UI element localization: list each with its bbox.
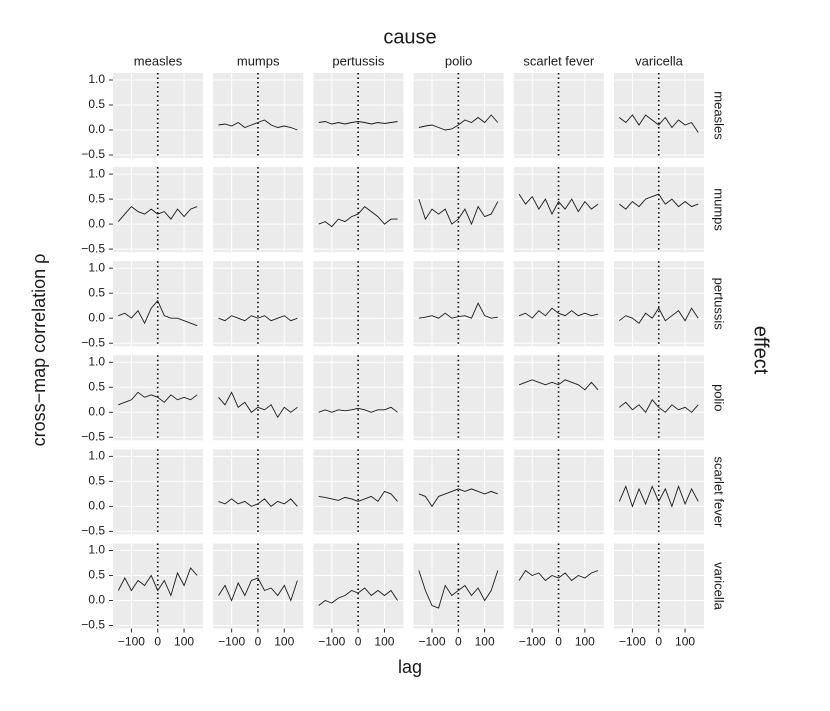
series-line: [618, 485, 699, 508]
y-tick-label: 0.0: [88, 310, 105, 324]
row-strip-label: varicella: [712, 562, 727, 610]
x-tick-label: 100: [174, 635, 194, 649]
y-tick-label: 0.5: [88, 97, 105, 111]
x-tick-label: 0: [154, 635, 161, 649]
x-tick-label: −100: [218, 635, 245, 649]
series-line: [619, 114, 699, 133]
y-tick-label: 0.0: [88, 593, 105, 607]
y-tick-label: −0.5: [81, 429, 105, 443]
y-axis-label: cross−map correlation ρ: [29, 254, 49, 447]
x-tick-label: 100: [575, 635, 595, 649]
column-strip-label: measles: [134, 53, 183, 68]
series-line: [318, 587, 398, 606]
series-line: [318, 205, 398, 228]
series-line: [318, 490, 398, 503]
series-line: [418, 570, 499, 609]
y-tick-label: 1.0: [88, 449, 105, 463]
series-line: [218, 391, 298, 419]
series-line: [418, 114, 499, 131]
y-tick-label: 1.0: [88, 166, 105, 180]
series-line: [117, 567, 198, 597]
series-line: [518, 379, 599, 391]
series-line: [418, 488, 498, 508]
y-tick-label: 0.5: [88, 191, 105, 205]
series-line: [118, 391, 198, 406]
column-strip-label: pertussis: [332, 53, 385, 68]
column-strip-label: varicella: [635, 53, 683, 68]
y-tick-label: 0.0: [88, 122, 105, 136]
x-tick-label: 0: [355, 635, 362, 649]
y-tick-label: −0.5: [81, 618, 105, 632]
column-strip-label: polio: [445, 53, 472, 68]
x-tick-label: −100: [118, 635, 145, 649]
series-line: [318, 121, 398, 125]
y-tick-label: 0.5: [88, 568, 105, 582]
series-line: [218, 119, 298, 131]
y-tick-label: 0.0: [88, 499, 105, 513]
series-line: [218, 498, 298, 508]
y-tick-label: 1.0: [88, 543, 105, 557]
series-line: [318, 406, 398, 413]
x-tick-label: 0: [555, 635, 562, 649]
column-strip-label: mumps: [237, 53, 280, 68]
series-line: [518, 569, 599, 582]
series-line: [218, 577, 298, 602]
col-title: cause: [383, 26, 436, 48]
x-tick-label: 100: [274, 635, 294, 649]
series-line: [118, 299, 198, 327]
row-title: effect: [750, 326, 772, 375]
x-tick-label: 100: [374, 635, 394, 649]
y-tick-label: 0.5: [88, 285, 105, 299]
y-tick-label: 0.5: [88, 474, 105, 488]
y-tick-label: 1.0: [88, 354, 105, 368]
y-tick-label: 0.0: [88, 404, 105, 418]
series-line: [619, 307, 699, 324]
x-tick-label: 0: [455, 635, 462, 649]
x-tick-label: −100: [419, 635, 446, 649]
y-tick-label: −0.5: [81, 335, 105, 349]
x-tick-label: 100: [675, 635, 695, 649]
x-tick-label: 100: [475, 635, 495, 649]
x-tick-label: 0: [655, 635, 662, 649]
series-line: [218, 315, 298, 322]
y-tick-label: 0.5: [88, 379, 105, 393]
series-line: [619, 399, 699, 414]
column-strip-label: scarlet fever: [523, 53, 594, 68]
x-tick-label: −100: [318, 635, 345, 649]
row-strip-label: polio: [712, 384, 727, 411]
row-strip-label: scarlet fever: [712, 456, 727, 527]
series-line: [117, 205, 198, 222]
x-axis-label: lag: [398, 657, 422, 677]
y-tick-label: −0.5: [81, 524, 105, 538]
x-tick-label: 0: [255, 635, 262, 649]
y-tick-label: −0.5: [81, 147, 105, 161]
x-tick-label: −100: [519, 635, 546, 649]
series-line: [518, 307, 599, 319]
series-line: [418, 302, 498, 319]
y-tick-label: 0.0: [88, 216, 105, 230]
y-tick-label: 1.0: [88, 72, 105, 86]
y-tick-label: −0.5: [81, 241, 105, 255]
series-line: [518, 193, 599, 216]
x-tick-label: −100: [619, 635, 646, 649]
series-line: [619, 193, 699, 210]
y-tick-label: 1.0: [88, 260, 105, 274]
row-strip-label: measles: [712, 91, 727, 140]
row-strip-label: mumps: [712, 188, 727, 231]
series-line: [418, 198, 499, 226]
row-strip-label: pertussis: [712, 278, 727, 331]
